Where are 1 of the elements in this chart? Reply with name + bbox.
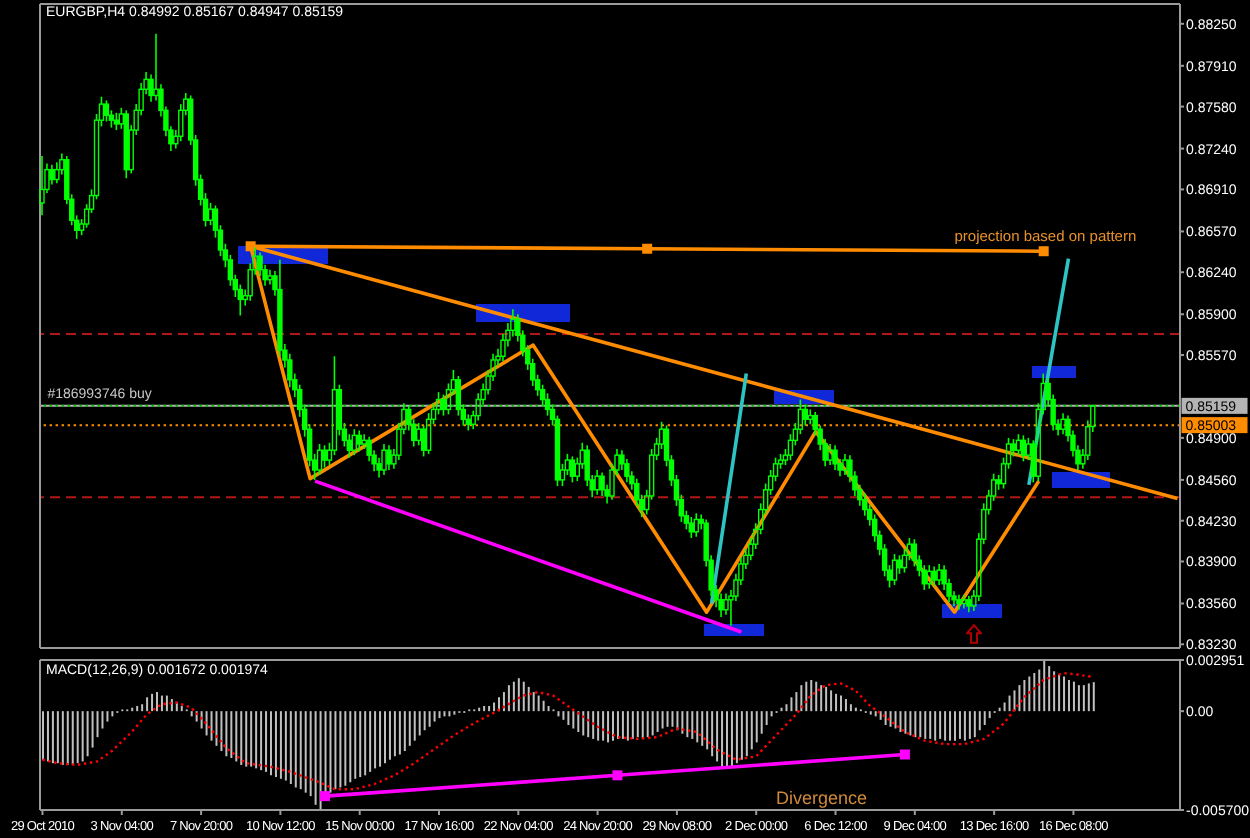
annotation: Divergence (776, 788, 868, 808)
